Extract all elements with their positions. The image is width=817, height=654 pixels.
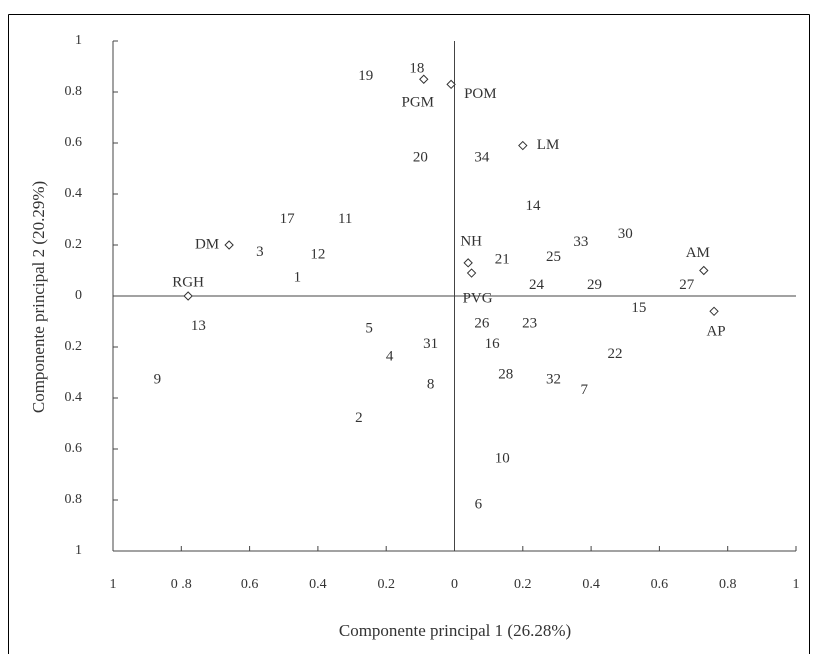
genotype-label: 15 — [631, 300, 646, 316]
genotype-label: 5 — [365, 321, 373, 337]
y-tick-label: 0.8 — [65, 492, 83, 507]
variable-label: AM — [686, 245, 710, 261]
genotype-label: 25 — [546, 249, 561, 265]
genotype-label: 4 — [386, 349, 394, 365]
y-tick-label: 0.2 — [65, 339, 83, 354]
variable-label: POM — [464, 86, 497, 102]
genotype-label: 9 — [154, 372, 162, 388]
genotype-label: 13 — [191, 318, 206, 334]
genotype-label: 7 — [581, 382, 589, 398]
variable-marker — [446, 79, 456, 90]
genotype-label: 19 — [358, 68, 373, 84]
genotype-label: 10 — [495, 451, 510, 467]
y-tick-label: 0.6 — [65, 441, 83, 456]
y-tick-label: 0.2 — [65, 237, 83, 252]
y-tick-label: 0 — [75, 288, 82, 303]
y-tick-label: 0.4 — [65, 186, 83, 201]
genotype-label: 34 — [474, 150, 490, 166]
x-tick-label: 1 — [793, 577, 800, 592]
variable-marker — [463, 258, 473, 268]
variable-marker — [466, 268, 477, 278]
genotype-label: 2 — [355, 410, 363, 426]
variable-marker — [709, 306, 719, 317]
y-tick-label: 1 — [75, 33, 82, 48]
x-tick-label: 0.8 — [719, 577, 737, 592]
genotype-label: 32 — [546, 372, 561, 388]
y-tick-label: 0.8 — [65, 84, 83, 99]
x-tick-label: 0 .8 — [171, 577, 192, 592]
variable-marker — [183, 291, 193, 301]
genotype-label: 33 — [573, 234, 588, 250]
genotype-label: 18 — [409, 60, 424, 76]
x-tick-label: 0.4 — [309, 577, 327, 592]
genotype-label: 29 — [587, 277, 602, 293]
genotype-label: 16 — [485, 336, 501, 352]
genotype-label: 22 — [608, 346, 623, 362]
genotype-label: 17 — [280, 211, 296, 227]
x-axis-title: Componente principal 1 (26.28%) — [339, 621, 571, 640]
genotype-label: 24 — [529, 277, 545, 293]
genotype-label: 27 — [679, 277, 695, 293]
variable-label: DM — [195, 236, 219, 252]
genotype-label: 6 — [475, 497, 483, 513]
variable-label: PVG — [463, 290, 493, 306]
genotype-label: 26 — [474, 315, 490, 331]
x-tick-label: 0.6 — [241, 577, 259, 592]
genotype-label: 23 — [522, 315, 537, 331]
genotype-label: 1 — [294, 270, 302, 286]
genotype-label: 30 — [618, 226, 633, 242]
genotype-label: 12 — [310, 247, 325, 263]
genotype-label: 8 — [427, 377, 435, 393]
x-tick-label: 0.2 — [377, 577, 395, 592]
variable-label: LM — [537, 137, 560, 153]
genotype-label: 3 — [256, 244, 264, 260]
x-tick-label: 0 — [451, 577, 458, 592]
y-axis-title: Componente principal 2 (20.29%) — [29, 181, 48, 413]
variable-marker — [419, 74, 429, 84]
genotype-label: 31 — [423, 336, 438, 352]
genotype-label: 14 — [526, 198, 542, 214]
y-tick-label: 0.6 — [65, 135, 83, 150]
variable-label: NH — [460, 233, 482, 249]
variable-marker — [699, 265, 709, 276]
x-tick-label: 0.2 — [514, 577, 532, 592]
y-tick-label: 1 — [75, 543, 82, 558]
variable-label: AP — [706, 324, 725, 340]
variable-marker — [518, 140, 528, 151]
variable-label: RGH — [172, 274, 204, 290]
y-tick-label: 0.4 — [65, 390, 83, 405]
genotype-label: 11 — [338, 211, 352, 227]
genotype-label: 28 — [498, 366, 513, 382]
genotype-label: 20 — [413, 150, 428, 166]
genotype-label: 21 — [495, 252, 510, 268]
variable-marker — [224, 240, 234, 250]
x-tick-label: 0.6 — [651, 577, 669, 592]
variable-label: PGM — [402, 95, 435, 111]
x-tick-label: 1 — [110, 577, 117, 592]
x-tick-label: 0.4 — [582, 577, 600, 592]
